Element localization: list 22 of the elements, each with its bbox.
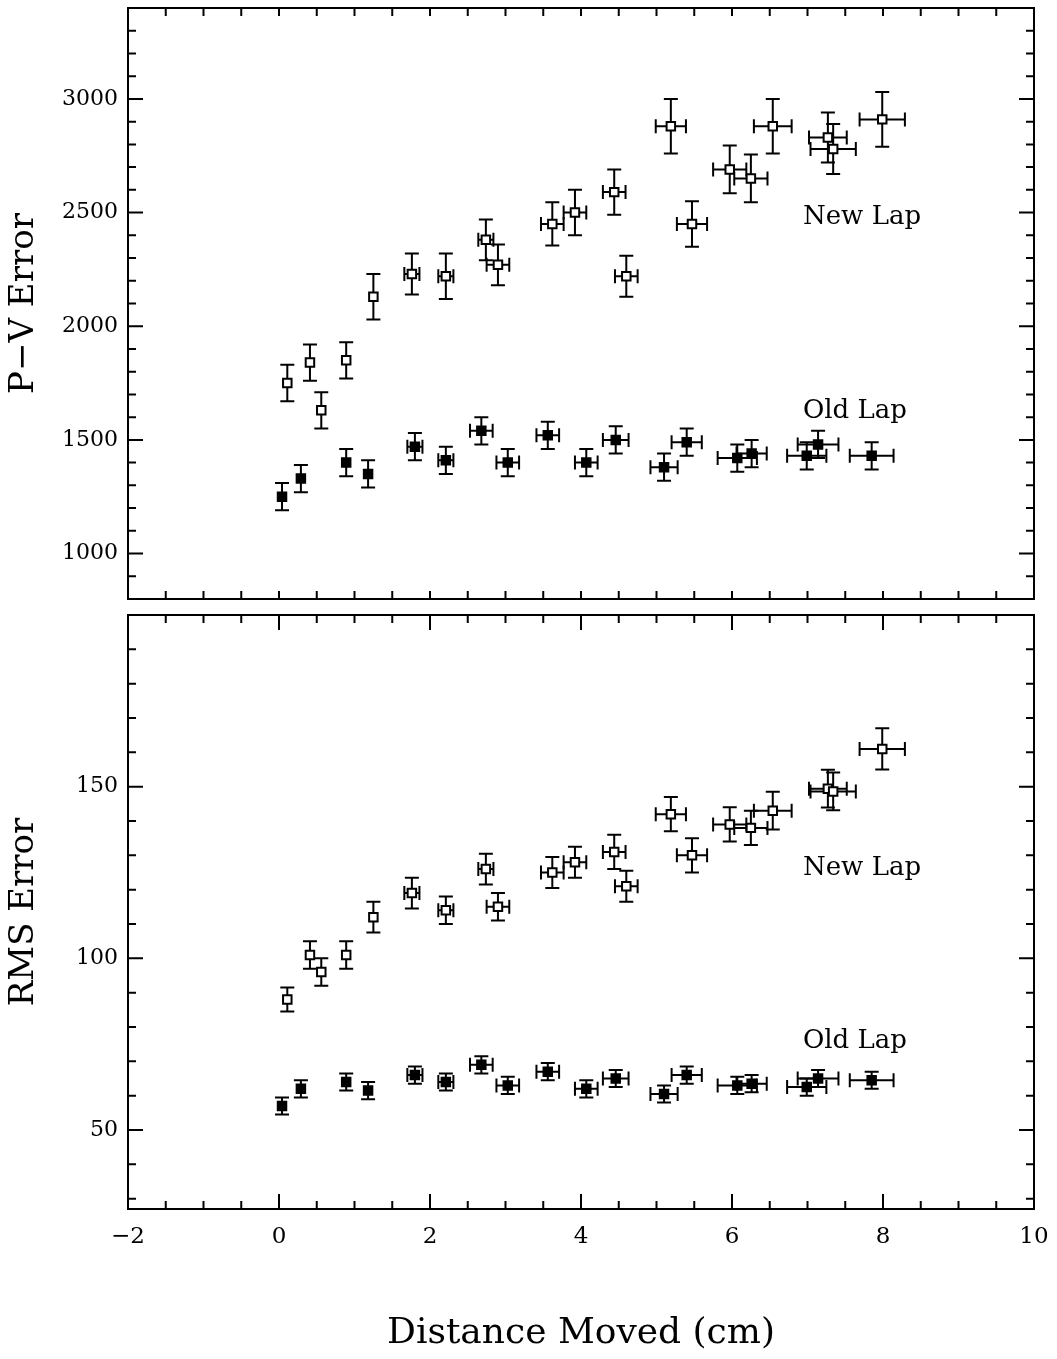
y-tick-label: 1000 [62,539,118,565]
series-label: New Lap [802,199,922,230]
series-label: Old Lap [802,1023,907,1054]
x-tick-label: 0 [271,1221,287,1248]
y-tick-label: 150 [76,772,118,798]
x-tick-label: 6 [724,1221,740,1248]
y-axis-title: P−V Error [1,212,42,394]
y-tick-label: 2500 [62,198,118,224]
series-label: New Lap [802,851,922,882]
y-tick-label: 3000 [62,84,118,110]
x-axis-title: Distance Moved (cm) [387,1309,775,1351]
series-label: Old Lap [802,394,907,425]
x-tick-label: 4 [573,1221,589,1248]
y-tick-label: 2000 [62,311,118,337]
x-tick-label: 8 [875,1221,891,1248]
x-tick-label: −2 [111,1221,145,1248]
y-axis-title: RMS Error [1,816,42,1007]
y-tick-label: 1500 [62,425,118,451]
y-tick-label: 50 [90,1115,118,1141]
x-tick-label: 2 [422,1221,438,1248]
x-tick-label: 10 [1019,1221,1049,1248]
y-tick-label: 100 [76,944,118,970]
